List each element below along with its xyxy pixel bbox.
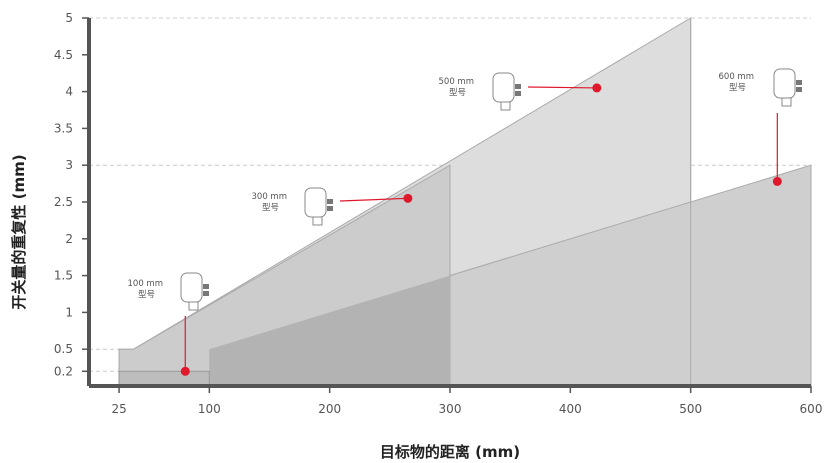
marker-model-100 <box>180 366 190 376</box>
sensor-base <box>188 301 199 311</box>
x-tick-label: 400 <box>559 402 582 416</box>
sensor-body <box>492 72 515 103</box>
model-label-size: 100 mm <box>128 279 164 289</box>
leader-line <box>339 197 408 202</box>
y-tick-label: 4.5 <box>54 48 73 62</box>
sensor-lens <box>203 291 209 296</box>
x-tick-label: 600 <box>800 402 823 416</box>
marker-model-500 <box>592 83 602 93</box>
sensor-lens <box>203 284 209 289</box>
sensor-body <box>304 187 327 218</box>
sensor-base <box>312 216 323 226</box>
model-areas <box>118 17 812 387</box>
leader-line <box>527 86 597 89</box>
sensor-lens <box>515 84 521 89</box>
area-overlap <box>209 275 450 386</box>
y-tick-label: 4 <box>65 85 73 99</box>
sensor-base <box>781 97 792 107</box>
x-tick-label: 300 <box>439 402 462 416</box>
y-tick-label: 5 <box>65 11 73 25</box>
model-label-size: 600 mm <box>719 72 755 82</box>
x-tick-label: 25 <box>111 402 126 416</box>
x-tick-label: 200 <box>318 402 341 416</box>
model-label-size: 500 mm <box>439 77 475 87</box>
sensor-body <box>773 68 796 99</box>
y-tick-label: 0.2 <box>54 364 73 378</box>
x-axis-title: 目标物的距离 (mm) <box>380 443 520 461</box>
y-axis-title: 开关量的重复性 (mm) <box>10 154 28 309</box>
y-tick-label: 3.5 <box>54 121 73 135</box>
sensor-icon <box>492 72 521 111</box>
sensor-icon <box>304 187 333 226</box>
marker-model-600 <box>772 176 782 186</box>
x-tick-label: 500 <box>679 402 702 416</box>
marker-model-300 <box>403 193 413 203</box>
y-tick-label: 2 <box>65 232 73 246</box>
sensor-icon <box>180 272 209 311</box>
y-tick-labels: 0.2 0.5 1 1.5 2 2.5 3 3.5 4 4.5 5 <box>54 11 89 378</box>
y-tick-label: 1.5 <box>54 269 73 283</box>
model-label-type: 型号 <box>729 83 746 93</box>
sensor-base <box>500 101 511 111</box>
area-model-100 <box>118 370 210 387</box>
sensor-body <box>180 272 203 303</box>
model-label-type: 型号 <box>449 88 466 98</box>
x-tick-label: 100 <box>198 402 221 416</box>
y-tick-label: 0.5 <box>54 342 73 356</box>
y-tick-label: 1 <box>65 305 73 319</box>
y-tick-label: 3 <box>65 158 73 172</box>
sensor-lens <box>796 80 802 85</box>
model-label-type: 型号 <box>138 290 155 300</box>
sensor-lens <box>327 199 333 204</box>
model-label-type: 型号 <box>262 203 279 213</box>
sensor-lens <box>796 87 802 92</box>
model-label-size: 300 mm <box>252 192 288 202</box>
sensor-lens <box>327 206 333 211</box>
y-tick-label: 2.5 <box>54 195 73 209</box>
sensor-icon <box>773 68 802 107</box>
sensor-lens <box>515 91 521 96</box>
x-tick-labels: 25 100 200 300 400 500 600 <box>111 386 822 416</box>
